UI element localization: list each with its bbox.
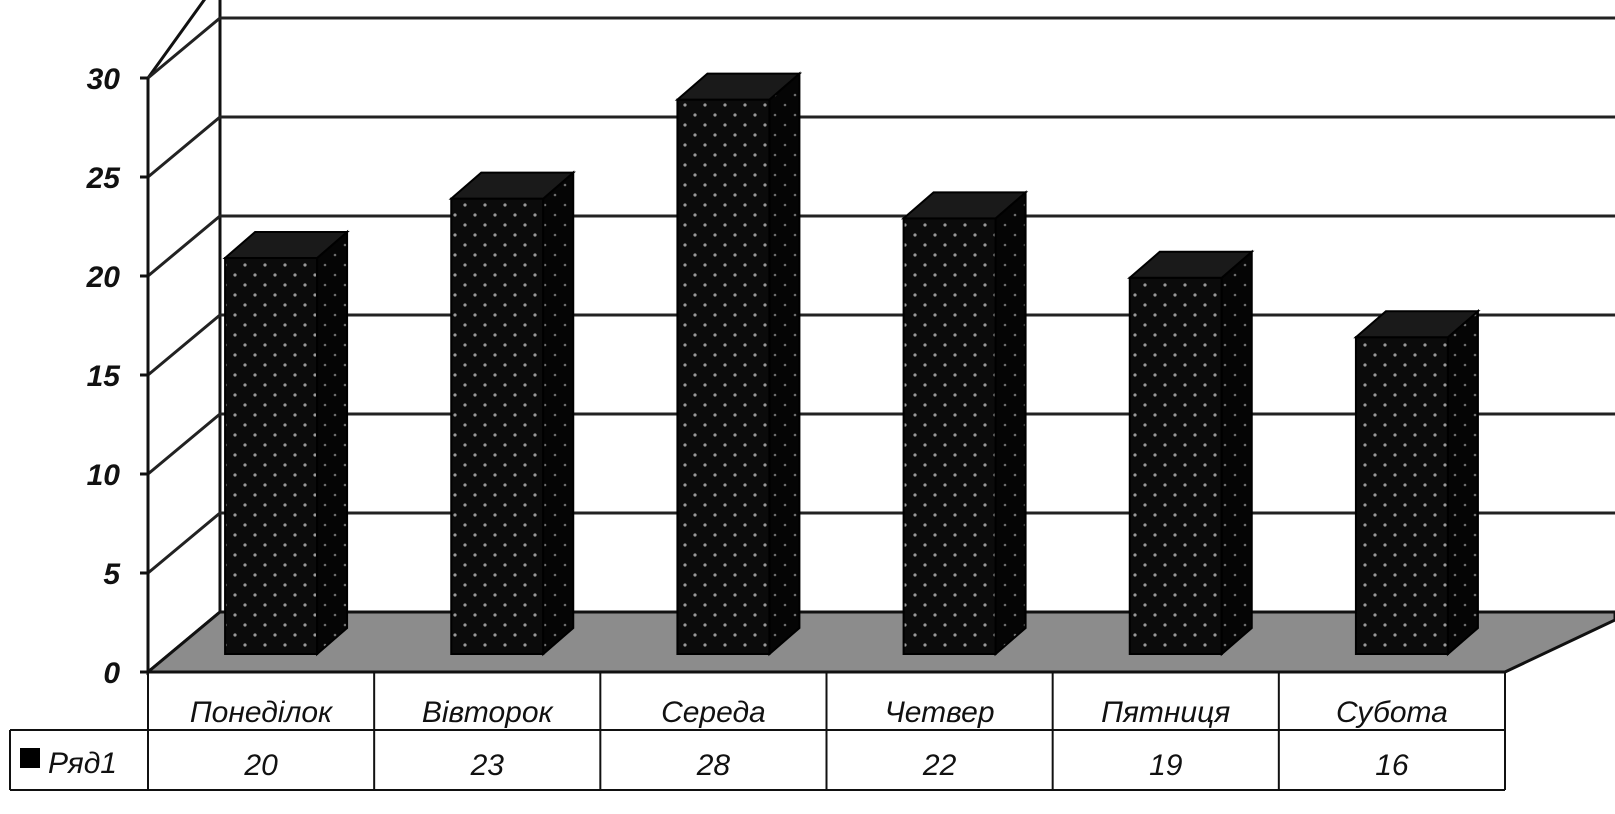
- y-tick-label: 0: [103, 657, 120, 690]
- bar: [448, 170, 576, 657]
- data-value-label: 20: [243, 749, 278, 782]
- y-axis: 0 5 10 15 20 25 30: [86, 63, 150, 690]
- bar: [900, 190, 1029, 657]
- data-value-label: 16: [1375, 749, 1409, 782]
- legend-key: [20, 748, 40, 768]
- gridline: [147, 115, 1615, 179]
- bar-front: [1354, 336, 1449, 655]
- bar: [222, 229, 350, 657]
- data-table: Понеділок Вівторок Середа Четвер Пятниця Субо…: [9, 671, 1506, 791]
- category-label: Понеділок: [190, 696, 334, 729]
- bar: [674, 71, 803, 657]
- category-label: Пятниця: [1101, 696, 1230, 729]
- bar-front: [224, 257, 319, 655]
- y-tick-label: 10: [87, 459, 121, 492]
- bar-front: [1128, 276, 1223, 655]
- data-value-label: 19: [1149, 749, 1183, 782]
- bar-top: [1127, 250, 1255, 279]
- y-tick-label: 15: [87, 360, 122, 393]
- y-tick-label: 25: [86, 162, 122, 195]
- bar-side: [542, 170, 575, 657]
- data-value-label: 23: [470, 749, 505, 782]
- bar-side: [768, 71, 801, 657]
- data-value-label: 28: [696, 749, 731, 782]
- series-name-label: Ряд1: [48, 747, 117, 780]
- bars: [222, 71, 1481, 657]
- bar: [1353, 309, 1481, 657]
- bar: [1127, 249, 1255, 657]
- y-tick-label: 20: [86, 261, 121, 294]
- data-value-label: 22: [922, 749, 957, 782]
- category-label: Середа: [661, 696, 766, 729]
- category-label: Субота: [1336, 696, 1448, 729]
- bar-top: [674, 72, 803, 101]
- y-tick-label: 5: [103, 558, 121, 591]
- gridline: [147, 16, 1615, 80]
- bar-top: [222, 231, 350, 259]
- bar-top: [900, 191, 1029, 220]
- side-wall: [146, 0, 222, 676]
- y-tick-label: 30: [87, 63, 121, 96]
- category-label: Четвер: [885, 696, 995, 729]
- bar-top: [1353, 310, 1481, 339]
- bar-side: [1446, 309, 1479, 657]
- bar-side: [1220, 249, 1253, 657]
- category-label: Вівторок: [422, 696, 555, 729]
- bar-side: [994, 190, 1027, 657]
- bar-side: [316, 229, 349, 657]
- bar-front: [676, 98, 771, 656]
- bar-top: [448, 171, 576, 200]
- gridline: [147, 214, 1615, 278]
- bar-front: [902, 217, 997, 655]
- bar-front: [450, 197, 545, 655]
